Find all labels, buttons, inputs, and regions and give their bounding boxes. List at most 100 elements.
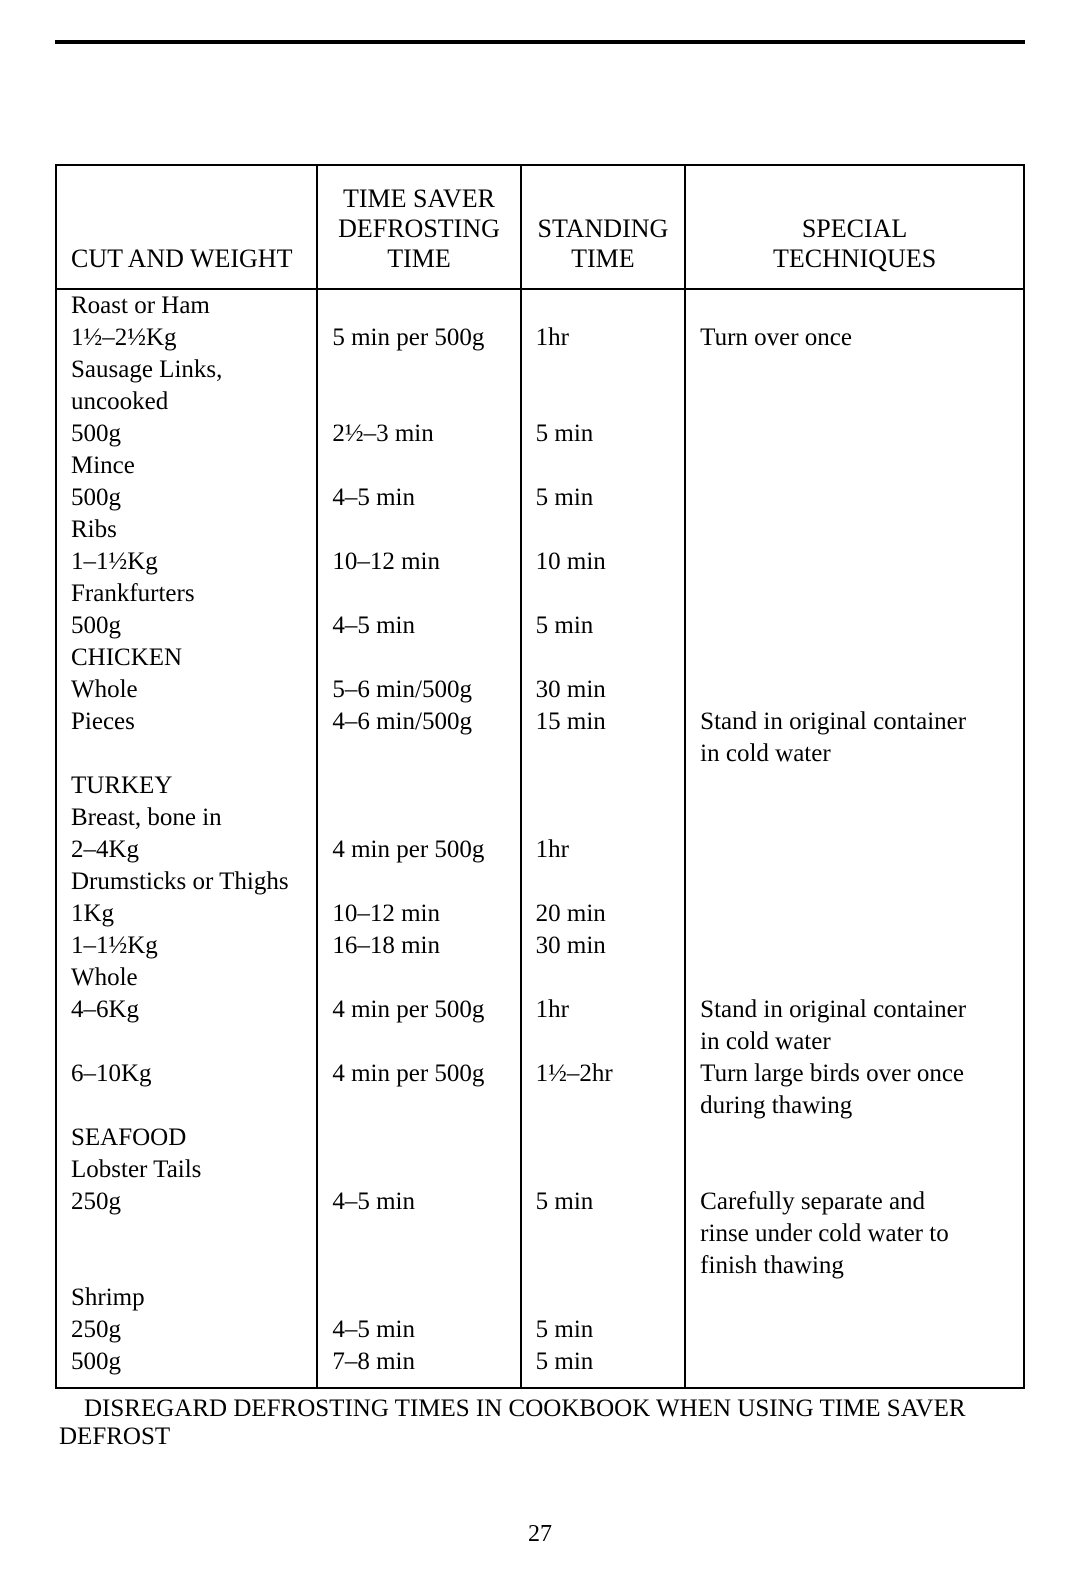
cell-special: rinse under cold water to [685,1218,1024,1250]
cell-special: finish thawing [685,1250,1024,1282]
cell-defrost [317,289,520,322]
cell-cut: 250g [56,1186,317,1218]
cell-defrost [317,802,520,834]
cell-standing: 5 min [521,418,686,450]
cell-cut: CHICKEN [56,642,317,674]
cell-standing: 1hr [521,834,686,866]
cell-cut: Mince [56,450,317,482]
cell-special [685,354,1024,386]
cell-standing [521,514,686,546]
table-row [56,1378,1024,1388]
cell-standing: 15 min [521,706,686,738]
table-row: Pieces4–6 min/500g15 minStand in origina… [56,706,1024,738]
cell-standing [521,1122,686,1154]
table-row: 4–6Kg4 min per 500g1hrStand in original … [56,994,1024,1026]
cell-cut [56,1090,317,1122]
cell-standing: 30 min [521,674,686,706]
cell-defrost: 4–5 min [317,482,520,514]
cell-standing: 30 min [521,930,686,962]
cell-special: Turn large birds over once [685,1058,1024,1090]
cell-standing [521,1154,686,1186]
table-row: 500g2½–3 min5 min [56,418,1024,450]
cell-defrost [317,962,520,994]
cell-defrost [317,1026,520,1058]
cell-special [685,450,1024,482]
cell-special [685,386,1024,418]
table-row: 1–1½Kg16–18 min30 min [56,930,1024,962]
cell-special [685,1346,1024,1378]
cell-cut: 500g [56,482,317,514]
table-row: 250g4–5 min5 minCarefully separate and [56,1186,1024,1218]
cell-special [685,546,1024,578]
cell-cut [56,1250,317,1282]
cell-cut: Frankfurters [56,578,317,610]
cell-defrost [317,514,520,546]
cell-special: Carefully separate and [685,1186,1024,1218]
cell-defrost: 4 min per 500g [317,834,520,866]
cell-cut [56,1026,317,1058]
cell-special [685,898,1024,930]
page: CUT AND WEIGHT TIME SAVER DEFROSTING TIM… [0,0,1080,1588]
cell-special [685,1378,1024,1388]
table-row: finish thawing [56,1250,1024,1282]
cell-standing [521,642,686,674]
cell-standing: 5 min [521,1186,686,1218]
table-row: 2–4Kg4 min per 500g1hr [56,834,1024,866]
table-row: Sausage Links, [56,354,1024,386]
cell-cut: 1Kg [56,898,317,930]
cell-defrost: 4–5 min [317,1186,520,1218]
table-row: Drumsticks or Thighs [56,866,1024,898]
cell-standing [521,738,686,770]
cell-special: in cold water [685,1026,1024,1058]
cell-cut: Lobster Tails [56,1154,317,1186]
cell-cut: Sausage Links, [56,354,317,386]
cell-special [685,802,1024,834]
cell-cut: TURKEY [56,770,317,802]
cell-special [685,962,1024,994]
table-row: SEAFOOD [56,1122,1024,1154]
cell-cut: Whole [56,962,317,994]
table-row: during thawing [56,1090,1024,1122]
cell-special: Turn over once [685,322,1024,354]
cell-standing [521,1282,686,1314]
cell-defrost: 2½–3 min [317,418,520,450]
cell-special [685,1282,1024,1314]
table-row: Mince [56,450,1024,482]
cell-special [685,514,1024,546]
defrosting-table: CUT AND WEIGHT TIME SAVER DEFROSTING TIM… [55,164,1025,1389]
table-row: CHICKEN [56,642,1024,674]
cell-standing [521,450,686,482]
table-row: Lobster Tails [56,1154,1024,1186]
cell-defrost [317,1378,520,1388]
cell-defrost [317,386,520,418]
cell-standing [521,1250,686,1282]
cell-cut: uncooked [56,386,317,418]
cell-defrost [317,354,520,386]
cell-cut: 6–10Kg [56,1058,317,1090]
cell-cut: 1–1½Kg [56,930,317,962]
cell-defrost [317,738,520,770]
table-row: 1–1½Kg10–12 min10 min [56,546,1024,578]
cell-cut: Ribs [56,514,317,546]
table-row: Roast or Ham [56,289,1024,322]
cell-standing [521,578,686,610]
cell-special [685,834,1024,866]
header-special: SPECIAL TECHNIQUES [685,165,1024,289]
table-row: 250g4–5 min5 min [56,1314,1024,1346]
cell-special: Stand in original container [685,994,1024,1026]
cell-standing: 1hr [521,322,686,354]
cell-standing [521,962,686,994]
cell-defrost: 4 min per 500g [317,994,520,1026]
cell-defrost [317,1282,520,1314]
page-number: 27 [55,1521,1025,1548]
table-row: 1½–2½Kg5 min per 500g1hrTurn over once [56,322,1024,354]
cell-standing: 10 min [521,546,686,578]
cell-defrost: 4 min per 500g [317,1058,520,1090]
cell-defrost: 4–5 min [317,610,520,642]
cell-standing [521,802,686,834]
cell-standing [521,1026,686,1058]
cell-special [685,289,1024,322]
cell-defrost [317,1154,520,1186]
cell-defrost: 10–12 min [317,546,520,578]
cell-defrost [317,450,520,482]
